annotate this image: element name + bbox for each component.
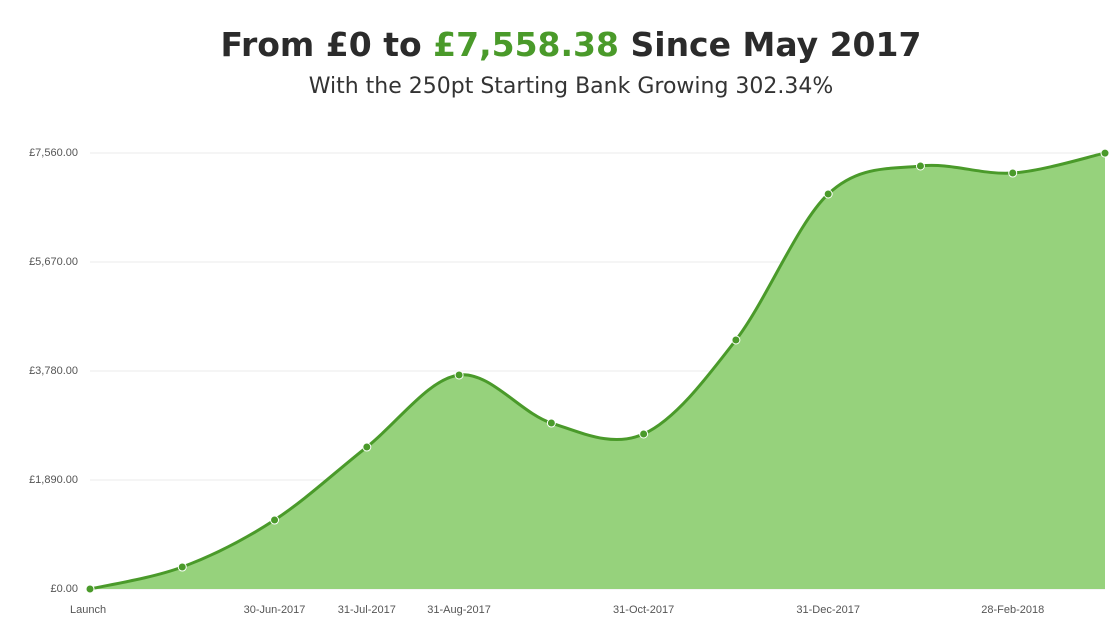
point [1008, 168, 1018, 178]
x-tick-label: 31-Aug-2017 [427, 604, 491, 616]
x-tick-label: 31-Dec-2017 [796, 604, 860, 616]
point [177, 562, 187, 572]
x-tick-label: 31-Oct-2017 [613, 604, 674, 616]
y-tick-label: £3,780.00 [29, 365, 78, 377]
point [915, 161, 925, 171]
title-highlight: £7,558.38 [433, 25, 619, 64]
x-tick-label: 31-Jul-2017 [338, 604, 396, 616]
y-tick-label: £0.00 [50, 583, 78, 595]
x-tick-label: 28-Feb-2018 [981, 604, 1044, 616]
point [270, 515, 280, 525]
point [454, 370, 464, 380]
y-tick-label: £5,670.00 [29, 256, 78, 268]
point [1100, 148, 1110, 158]
title-text: From £0 to [221, 25, 422, 64]
point [639, 429, 649, 439]
point [546, 418, 556, 428]
y-tick-label: £7,560.00 [29, 147, 78, 159]
chart-subtitle: With the 250pt Starting Bank Growing 302… [309, 74, 834, 99]
point [823, 189, 833, 199]
x-tick-label: Launch [70, 604, 106, 616]
area [90, 153, 1105, 589]
point [362, 442, 372, 452]
y-tick-label: £1,890.00 [29, 474, 78, 486]
x-tick-label: 30-Jun-2017 [244, 604, 306, 616]
chart-title: From £0 to £7,558.38 Since May 2017 [221, 25, 922, 64]
point [731, 335, 741, 345]
point [85, 584, 95, 594]
title-text: Since May 2017 [630, 25, 921, 64]
